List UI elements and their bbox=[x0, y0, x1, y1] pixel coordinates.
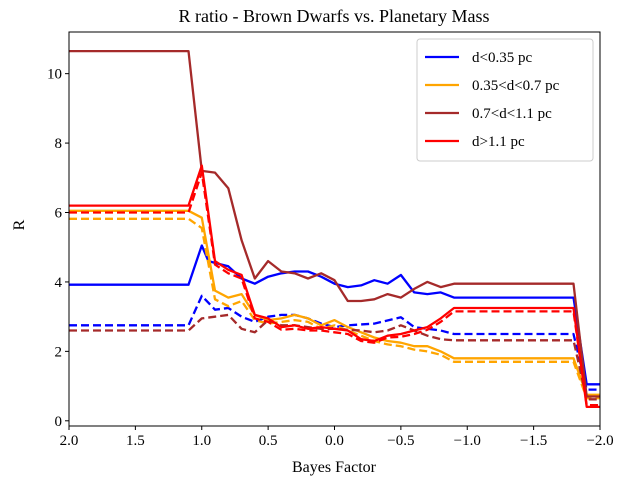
x-axis-label: Bayes Factor bbox=[292, 459, 377, 476]
y-tick-label: 4 bbox=[55, 275, 63, 291]
x-axis: 2.0 1.5 1.0 0.5 0.0 −0.5 −1.0 −1.5 −2.0 bbox=[60, 426, 614, 449]
y-tick-label: 10 bbox=[47, 67, 62, 83]
legend-label: 0.7<d<1.1 pc bbox=[472, 106, 552, 122]
series-layer bbox=[69, 49, 600, 409]
series-line-6 bbox=[69, 164, 600, 409]
chart-title: R ratio - Brown Dwarfs vs. Planetary Mas… bbox=[179, 6, 490, 26]
legend: d<0.35 pc 0.35<d<0.7 pc 0.7<d<1.1 pc d>1.1 … bbox=[416, 38, 594, 162]
x-tick-label: 2.0 bbox=[60, 433, 79, 449]
x-tick-label: 1.0 bbox=[192, 433, 211, 449]
x-tick-label: 0.0 bbox=[325, 433, 344, 449]
series-line-0 bbox=[69, 244, 600, 386]
y-tick-label: 8 bbox=[55, 136, 63, 152]
series-line-2 bbox=[69, 209, 600, 396]
series-line-1 bbox=[69, 294, 600, 391]
y-axis: 0 2 4 6 8 10 bbox=[47, 67, 69, 430]
legend-label: d>1.1 pc bbox=[472, 134, 525, 150]
y-tick-label: 6 bbox=[55, 206, 63, 222]
y-tick-label: 2 bbox=[55, 344, 63, 360]
series-line-4 bbox=[69, 49, 600, 398]
x-tick-label: −2.0 bbox=[586, 433, 613, 449]
x-tick-label: −1.0 bbox=[454, 433, 481, 449]
legend-box bbox=[416, 38, 594, 162]
series-line-3 bbox=[69, 217, 600, 400]
series-line-5 bbox=[69, 313, 600, 401]
legend-label: d<0.35 pc bbox=[472, 50, 532, 66]
y-axis-label: R bbox=[11, 219, 28, 230]
x-tick-label: 0.5 bbox=[259, 433, 278, 449]
series-line-7 bbox=[69, 171, 600, 407]
x-tick-label: −1.5 bbox=[520, 433, 547, 449]
y-tick-label: 0 bbox=[55, 414, 63, 430]
x-tick-label: −0.5 bbox=[387, 433, 414, 449]
x-tick-label: 1.5 bbox=[126, 433, 145, 449]
legend-label: 0.35<d<0.7 pc bbox=[472, 78, 560, 94]
